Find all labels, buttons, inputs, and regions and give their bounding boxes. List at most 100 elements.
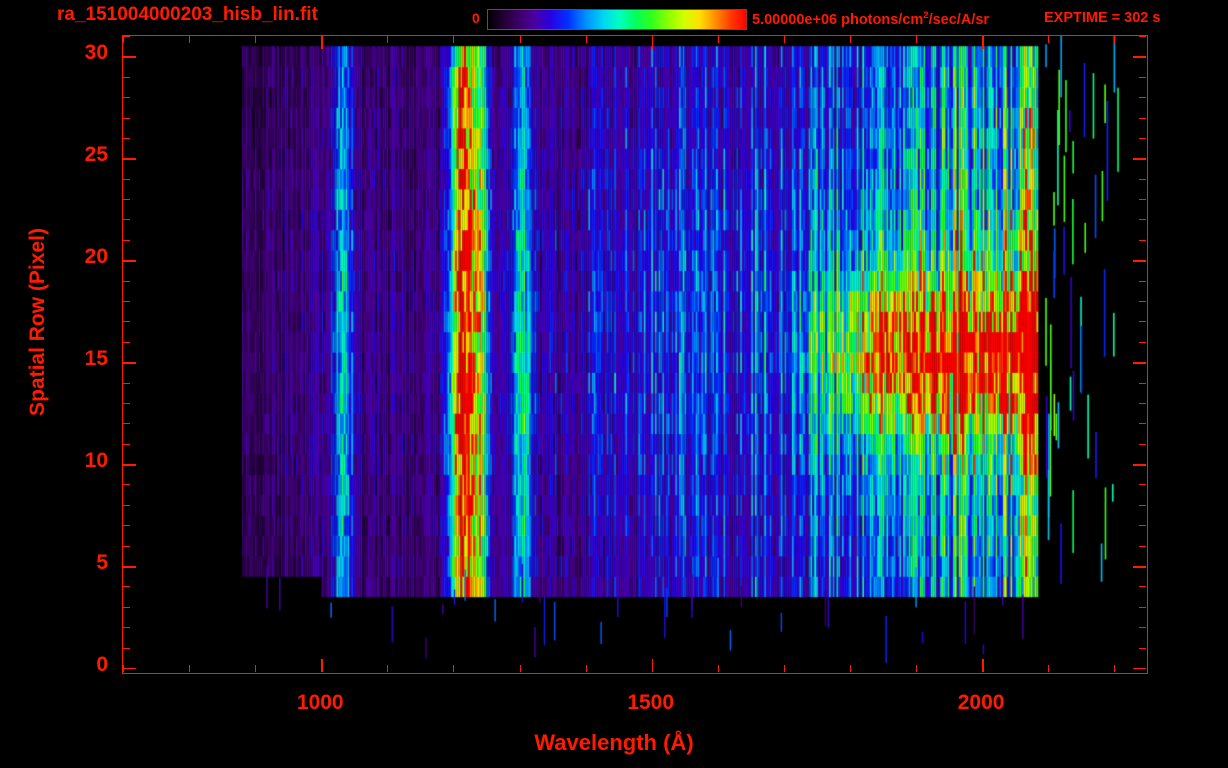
tick-mark	[123, 321, 130, 323]
tick-mark	[1139, 647, 1146, 649]
y-tick-label: 15	[84, 347, 108, 371]
tick-mark	[1139, 280, 1146, 282]
tick-mark	[123, 402, 130, 404]
spectrogram-canvas	[123, 36, 1146, 672]
tick-mark	[651, 659, 654, 672]
x-axis-title: Wavelength (Å)	[534, 730, 694, 755]
tick-mark	[123, 36, 124, 43]
y-tick-label: 5	[96, 551, 108, 574]
tick-mark	[1133, 56, 1146, 58]
colorbar-max-label: 5.00000e+06 photons/cm2/sec/A/sr	[752, 10, 989, 28]
y-tick-label: 0	[96, 652, 108, 676]
y-tick-label: 20	[84, 245, 108, 269]
colorbar-units-pre: photons/cm	[837, 11, 924, 28]
x-tick-label: 1000	[296, 691, 344, 714]
tick-mark	[123, 117, 130, 119]
tick-mark	[1139, 484, 1146, 486]
tick-mark	[1139, 239, 1146, 241]
tick-mark	[123, 606, 130, 608]
tick-mark	[1139, 504, 1146, 506]
tick-mark	[123, 362, 136, 364]
y-axis-title: Spatial Row (Pixel)	[26, 228, 49, 416]
tick-mark	[849, 665, 851, 672]
tick-mark	[519, 665, 521, 672]
tick-mark	[123, 484, 130, 486]
tick-mark	[1139, 341, 1146, 343]
tick-mark	[585, 36, 587, 43]
tick-mark	[123, 301, 130, 302]
tick-mark	[1139, 199, 1146, 201]
tick-mark	[916, 36, 918, 43]
tick-mark	[1133, 158, 1146, 160]
tick-mark	[123, 341, 130, 343]
tick-mark	[982, 36, 984, 49]
tick-mark	[255, 36, 257, 43]
tick-mark	[123, 566, 136, 568]
tick-mark	[387, 36, 389, 43]
page-title: ra_151004000203_hisb_lin.fit	[57, 4, 318, 25]
colorbar-min-label: 0	[472, 10, 480, 26]
tick-mark	[717, 665, 719, 672]
tick-mark	[123, 199, 130, 201]
tick-mark	[123, 158, 136, 160]
colorbar-units-post: /sec/A/sr	[928, 11, 990, 28]
tick-mark	[1133, 260, 1146, 262]
tick-mark	[123, 464, 136, 466]
x-tick-label: 1500	[627, 691, 675, 714]
tick-mark	[1139, 178, 1146, 180]
y-tick-label: 30	[84, 41, 108, 65]
tick-mark	[519, 36, 521, 43]
tick-mark	[123, 219, 130, 221]
tick-mark	[123, 280, 130, 282]
tick-mark	[1133, 464, 1146, 466]
tick-mark	[123, 382, 130, 384]
tick-mark	[1133, 566, 1146, 568]
x-tick-label: 2000	[957, 691, 1005, 714]
tick-mark	[585, 665, 587, 672]
tick-mark	[1139, 76, 1146, 78]
tick-mark	[321, 36, 323, 49]
tick-mark	[123, 423, 130, 425]
tick-mark	[783, 665, 785, 672]
tick-mark	[189, 36, 191, 43]
tick-mark	[1139, 321, 1146, 323]
plot-frame	[122, 35, 1148, 674]
tick-mark	[321, 659, 323, 672]
tick-mark	[123, 260, 136, 262]
tick-mark	[123, 76, 130, 78]
tick-mark	[651, 36, 654, 49]
tick-mark	[1139, 219, 1146, 221]
tick-mark	[982, 659, 984, 672]
tick-mark	[123, 56, 136, 58]
tick-mark	[1133, 667, 1146, 670]
tick-mark	[123, 137, 130, 139]
tick-mark	[123, 443, 130, 445]
tick-mark	[1139, 423, 1146, 425]
tick-mark	[783, 36, 785, 43]
tick-mark	[123, 647, 130, 649]
tick-mark	[1139, 117, 1146, 119]
tick-mark	[123, 36, 130, 37]
tick-mark	[1139, 545, 1146, 547]
tick-mark	[849, 36, 851, 43]
colorbar	[487, 9, 747, 30]
tick-mark	[916, 665, 918, 672]
tick-mark	[1139, 606, 1146, 608]
tick-mark	[123, 178, 130, 180]
exposure-time-label: EXPTIME = 302 s	[1044, 10, 1161, 26]
tick-mark	[1139, 97, 1146, 99]
y-tick-label: 10	[84, 449, 108, 473]
colorbar-max-value: 5.00000e+06	[752, 11, 838, 28]
tick-mark	[1114, 665, 1116, 672]
tick-mark	[453, 36, 455, 43]
y-tick-label: 25	[84, 143, 108, 167]
tick-mark	[1133, 362, 1146, 364]
tick-mark	[1139, 402, 1146, 404]
tick-mark	[1139, 627, 1146, 629]
tick-mark	[1139, 301, 1146, 302]
tick-mark	[123, 97, 130, 99]
tick-mark	[255, 665, 257, 672]
tick-mark	[1139, 586, 1146, 588]
tick-mark	[1139, 36, 1146, 37]
tick-mark	[1048, 665, 1050, 672]
